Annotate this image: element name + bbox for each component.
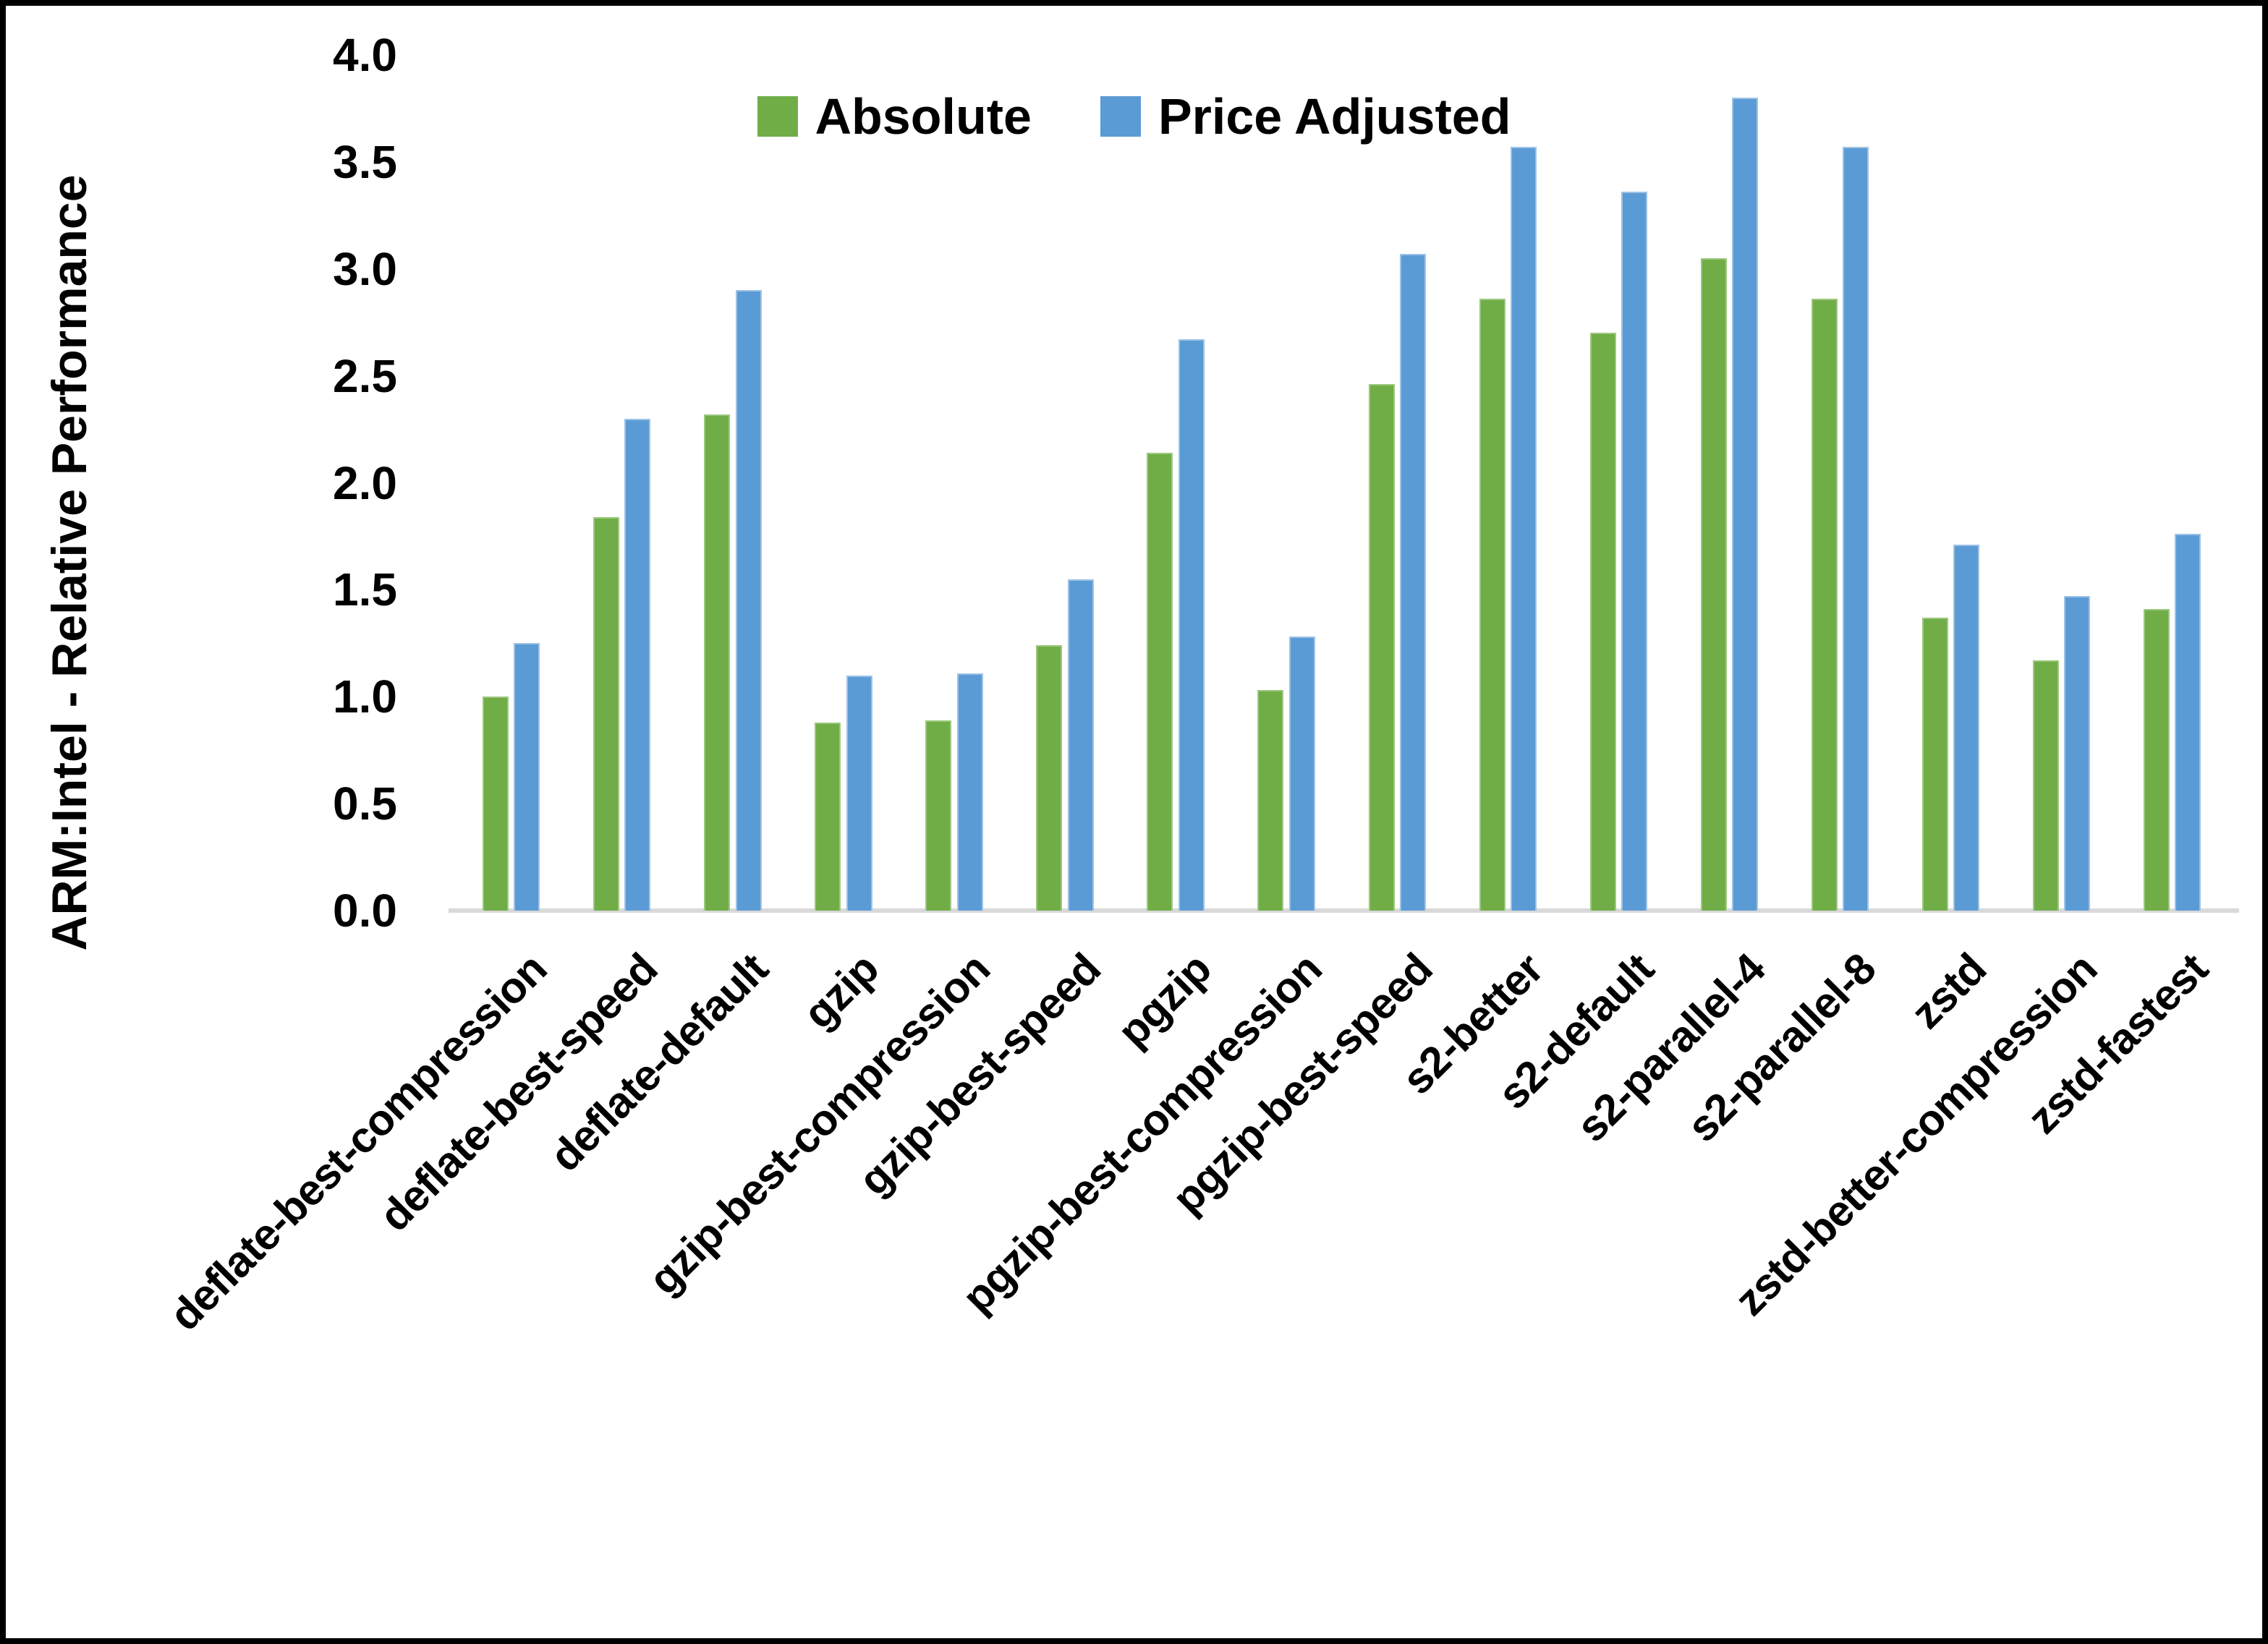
bar-price-adjusted-pgzip-best-speed	[1399, 254, 1426, 911]
bar-absolute-s2-parallel-8	[1811, 299, 1838, 911]
bar-price-adjusted-zstd-better-compression	[2064, 596, 2091, 911]
bar-absolute-gzip-best-compression	[925, 720, 952, 911]
bar-absolute-pgzip-best-compression	[1257, 690, 1284, 911]
bar-price-adjusted-s2-parallel-4	[1732, 98, 1759, 911]
y-tick-0.5: 0.5	[333, 778, 397, 830]
legend-item-absolute: Absolute	[757, 91, 1032, 142]
y-axis-title: ARM:Intel - Relative Performance	[42, 174, 97, 951]
legend: Absolute Price Adjusted	[6, 91, 2262, 142]
bar-absolute-gzip-best-speed	[1036, 645, 1063, 911]
bar-price-adjusted-deflate-best-speed	[624, 418, 651, 911]
bar-absolute-deflate-best-compression	[483, 697, 509, 911]
bar-price-adjusted-gzip-best-compression	[956, 673, 983, 911]
legend-label-absolute: Absolute	[815, 88, 1032, 145]
bar-price-adjusted-zstd-fastest	[2175, 534, 2201, 911]
bar-price-adjusted-s2-default	[1621, 192, 1648, 911]
x-label-gzip: gzip	[794, 944, 888, 1038]
bar-price-adjusted-s2-better	[1511, 147, 1537, 911]
bar-price-adjusted-zstd	[1953, 545, 1980, 911]
bar-absolute-gzip	[815, 722, 841, 911]
legend-swatch-absolute-icon	[757, 96, 798, 137]
y-tick-3.5: 3.5	[333, 135, 397, 188]
legend-label-price-adjusted: Price Adjusted	[1158, 88, 1511, 145]
y-tick-2.5: 2.5	[333, 349, 397, 402]
bar-price-adjusted-gzip	[846, 675, 872, 911]
y-tick-1.0: 1.0	[333, 670, 397, 723]
y-tick-1.5: 1.5	[333, 563, 397, 616]
bar-price-adjusted-gzip-best-speed	[1067, 579, 1094, 911]
bar-price-adjusted-deflate-default	[735, 290, 762, 911]
x-axis-line	[449, 908, 2239, 913]
bar-absolute-zstd-better-compression	[2032, 660, 2059, 911]
bar-price-adjusted-s2-parallel-8	[1843, 147, 1869, 911]
y-tick-3.0: 3.0	[333, 242, 397, 295]
plot-area: ARM:Intel - Relative Performance Absolut…	[6, 6, 2262, 1638]
legend-item-price-adjusted: Price Adjusted	[1100, 91, 1511, 142]
bar-absolute-s2-better	[1479, 299, 1505, 911]
bar-absolute-zstd-fastest	[2144, 608, 2170, 911]
y-tick-0.0: 0.0	[333, 885, 397, 937]
bar-absolute-pgzip-best-speed	[1368, 384, 1395, 911]
y-tick-4.0: 4.0	[333, 29, 397, 81]
bar-absolute-deflate-default	[704, 414, 731, 911]
y-tick-2.0: 2.0	[333, 456, 397, 509]
bar-absolute-pgzip	[1147, 453, 1173, 911]
bar-absolute-deflate-best-speed	[593, 516, 620, 911]
bar-price-adjusted-pgzip	[1178, 339, 1205, 911]
bar-price-adjusted-deflate-best-compression	[514, 643, 540, 911]
bar-absolute-s2-default	[1589, 333, 1616, 911]
bar-absolute-zstd	[1921, 617, 1948, 911]
bar-price-adjusted-pgzip-best-compression	[1288, 636, 1315, 911]
x-label-zstd: zstd	[1901, 944, 1995, 1038]
legend-swatch-price-adjusted-icon	[1100, 96, 1141, 137]
bar-absolute-s2-parallel-4	[1700, 257, 1727, 911]
